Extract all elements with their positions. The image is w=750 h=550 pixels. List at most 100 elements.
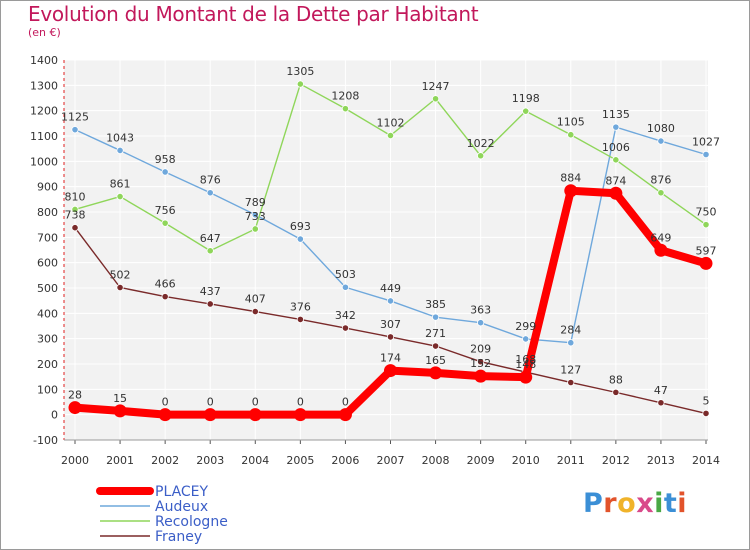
y-tick-label: -100 [33, 434, 58, 447]
data-point-audeux [116, 146, 124, 155]
data-point-franey [71, 224, 79, 232]
data-label-audeux: 1027 [692, 135, 720, 148]
x-tick-label: 2013 [647, 454, 675, 467]
data-label-recologne: 1247 [422, 80, 450, 93]
data-label-placey: 0 [342, 396, 349, 409]
data-label-audeux: 1080 [647, 122, 675, 135]
y-tick-label: 0 [51, 409, 58, 422]
data-point-franey [341, 324, 350, 332]
data-point-audeux [251, 211, 259, 219]
y-tick-label: 900 [37, 181, 58, 194]
data-label-audeux: 958 [155, 153, 176, 166]
logo-letter: P [583, 488, 604, 519]
data-label-audeux: 789 [245, 196, 266, 209]
data-point-franey [702, 409, 710, 417]
data-point-placey [699, 256, 713, 270]
data-label-placey: 0 [252, 396, 259, 409]
data-point-recologne [612, 156, 620, 164]
data-point-audeux [341, 283, 350, 291]
data-point-recologne [71, 205, 79, 214]
legend-label-recologne: Recologne [155, 514, 228, 530]
data-label-placey: 0 [207, 396, 214, 409]
data-label-audeux: 1135 [602, 108, 630, 121]
data-label-placey: 884 [560, 172, 581, 185]
data-label-recologne: 876 [650, 174, 671, 187]
data-point-placey [248, 408, 262, 422]
data-label-recologne: 1102 [377, 116, 405, 129]
data-label-recologne: 733 [245, 210, 266, 223]
data-label-recologne: 1006 [602, 141, 630, 154]
data-point-recologne [296, 80, 304, 88]
data-label-franey: 342 [335, 309, 356, 322]
data-label-recologne: 1208 [331, 90, 359, 103]
y-tick-label: 1400 [30, 54, 58, 67]
data-label-franey: 466 [155, 278, 176, 291]
data-label-franey: 407 [245, 293, 266, 306]
data-point-audeux [522, 335, 530, 343]
x-tick-label: 2012 [602, 454, 630, 467]
data-point-placey [338, 408, 352, 422]
data-point-recologne [161, 219, 169, 227]
data-label-placey: 597 [696, 244, 717, 257]
y-tick-label: 1100 [30, 130, 58, 143]
data-point-franey [296, 315, 304, 324]
chart-title: Evolution du Montant de la Dette par Hab… [28, 2, 479, 26]
data-label-placey: 15 [113, 392, 127, 405]
data-label-placey: 0 [297, 396, 304, 409]
data-point-placey [564, 184, 578, 198]
data-label-recologne: 810 [65, 190, 86, 203]
data-label-audeux: 299 [515, 320, 536, 333]
logo-letter: i [654, 488, 664, 519]
data-label-audeux: 503 [335, 268, 356, 281]
x-tick-label: 2000 [61, 454, 89, 467]
data-point-placey [158, 408, 172, 422]
data-label-audeux: 1043 [106, 131, 134, 144]
data-point-recologne [522, 107, 530, 115]
data-point-recologne [341, 105, 350, 113]
chart-subtitle: (en €) [28, 26, 61, 39]
y-tick-label: 1300 [30, 79, 58, 92]
data-point-audeux [657, 137, 665, 145]
y-tick-label: 100 [37, 383, 58, 396]
y-tick-label: 700 [37, 231, 58, 244]
y-tick-label: 1000 [30, 155, 58, 168]
data-point-franey [431, 342, 440, 350]
x-tick-label: 2014 [692, 454, 720, 467]
legend-label-audeux: Audeux [155, 499, 208, 515]
data-label-placey: 0 [162, 396, 169, 409]
x-tick-label: 2006 [331, 454, 359, 467]
x-tick-label: 2011 [557, 454, 585, 467]
logo-letter: r [603, 488, 618, 519]
y-tick-label: 800 [37, 206, 58, 219]
data-point-placey [519, 370, 533, 384]
data-point-recologne [657, 189, 665, 197]
data-label-franey: 5 [703, 394, 710, 407]
data-label-audeux: 876 [200, 174, 221, 187]
data-point-recologne [386, 131, 395, 140]
data-label-placey: 152 [470, 357, 491, 370]
x-tick-label: 2007 [377, 454, 405, 467]
y-tick-label: 400 [37, 307, 58, 320]
data-point-audeux [702, 150, 710, 159]
data-label-audeux: 284 [560, 324, 581, 337]
y-tick-label: 500 [37, 282, 58, 295]
data-point-placey [384, 364, 397, 378]
data-label-recologne: 1305 [286, 65, 314, 78]
data-point-franey [161, 293, 169, 301]
logo-letter: o [617, 488, 637, 519]
data-label-franey: 88 [609, 373, 623, 386]
data-point-placey [113, 404, 127, 418]
logo-letter: x [636, 488, 655, 519]
data-label-franey: 307 [380, 318, 401, 331]
data-point-placey [203, 408, 217, 422]
data-point-recologne [567, 131, 575, 139]
data-label-audeux: 1125 [61, 111, 89, 124]
data-point-franey [657, 399, 665, 407]
data-label-recologne: 1022 [467, 137, 495, 150]
data-point-audeux [71, 126, 79, 134]
data-point-audeux [567, 339, 575, 347]
data-point-audeux [431, 313, 440, 321]
data-point-audeux [612, 123, 620, 131]
data-label-franey: 47 [654, 384, 668, 397]
